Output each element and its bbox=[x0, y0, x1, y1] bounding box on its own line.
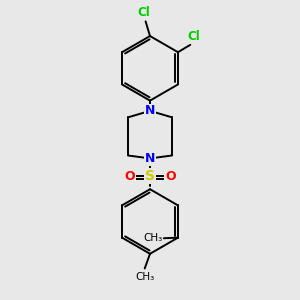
Text: Cl: Cl bbox=[138, 6, 151, 19]
Text: Cl: Cl bbox=[188, 29, 200, 43]
Text: S: S bbox=[145, 169, 155, 183]
Text: CH₃: CH₃ bbox=[143, 233, 162, 243]
Text: N: N bbox=[145, 152, 155, 165]
Text: O: O bbox=[124, 169, 135, 182]
Text: O: O bbox=[165, 169, 176, 182]
Text: CH₃: CH₃ bbox=[135, 272, 154, 282]
Text: N: N bbox=[145, 104, 155, 117]
